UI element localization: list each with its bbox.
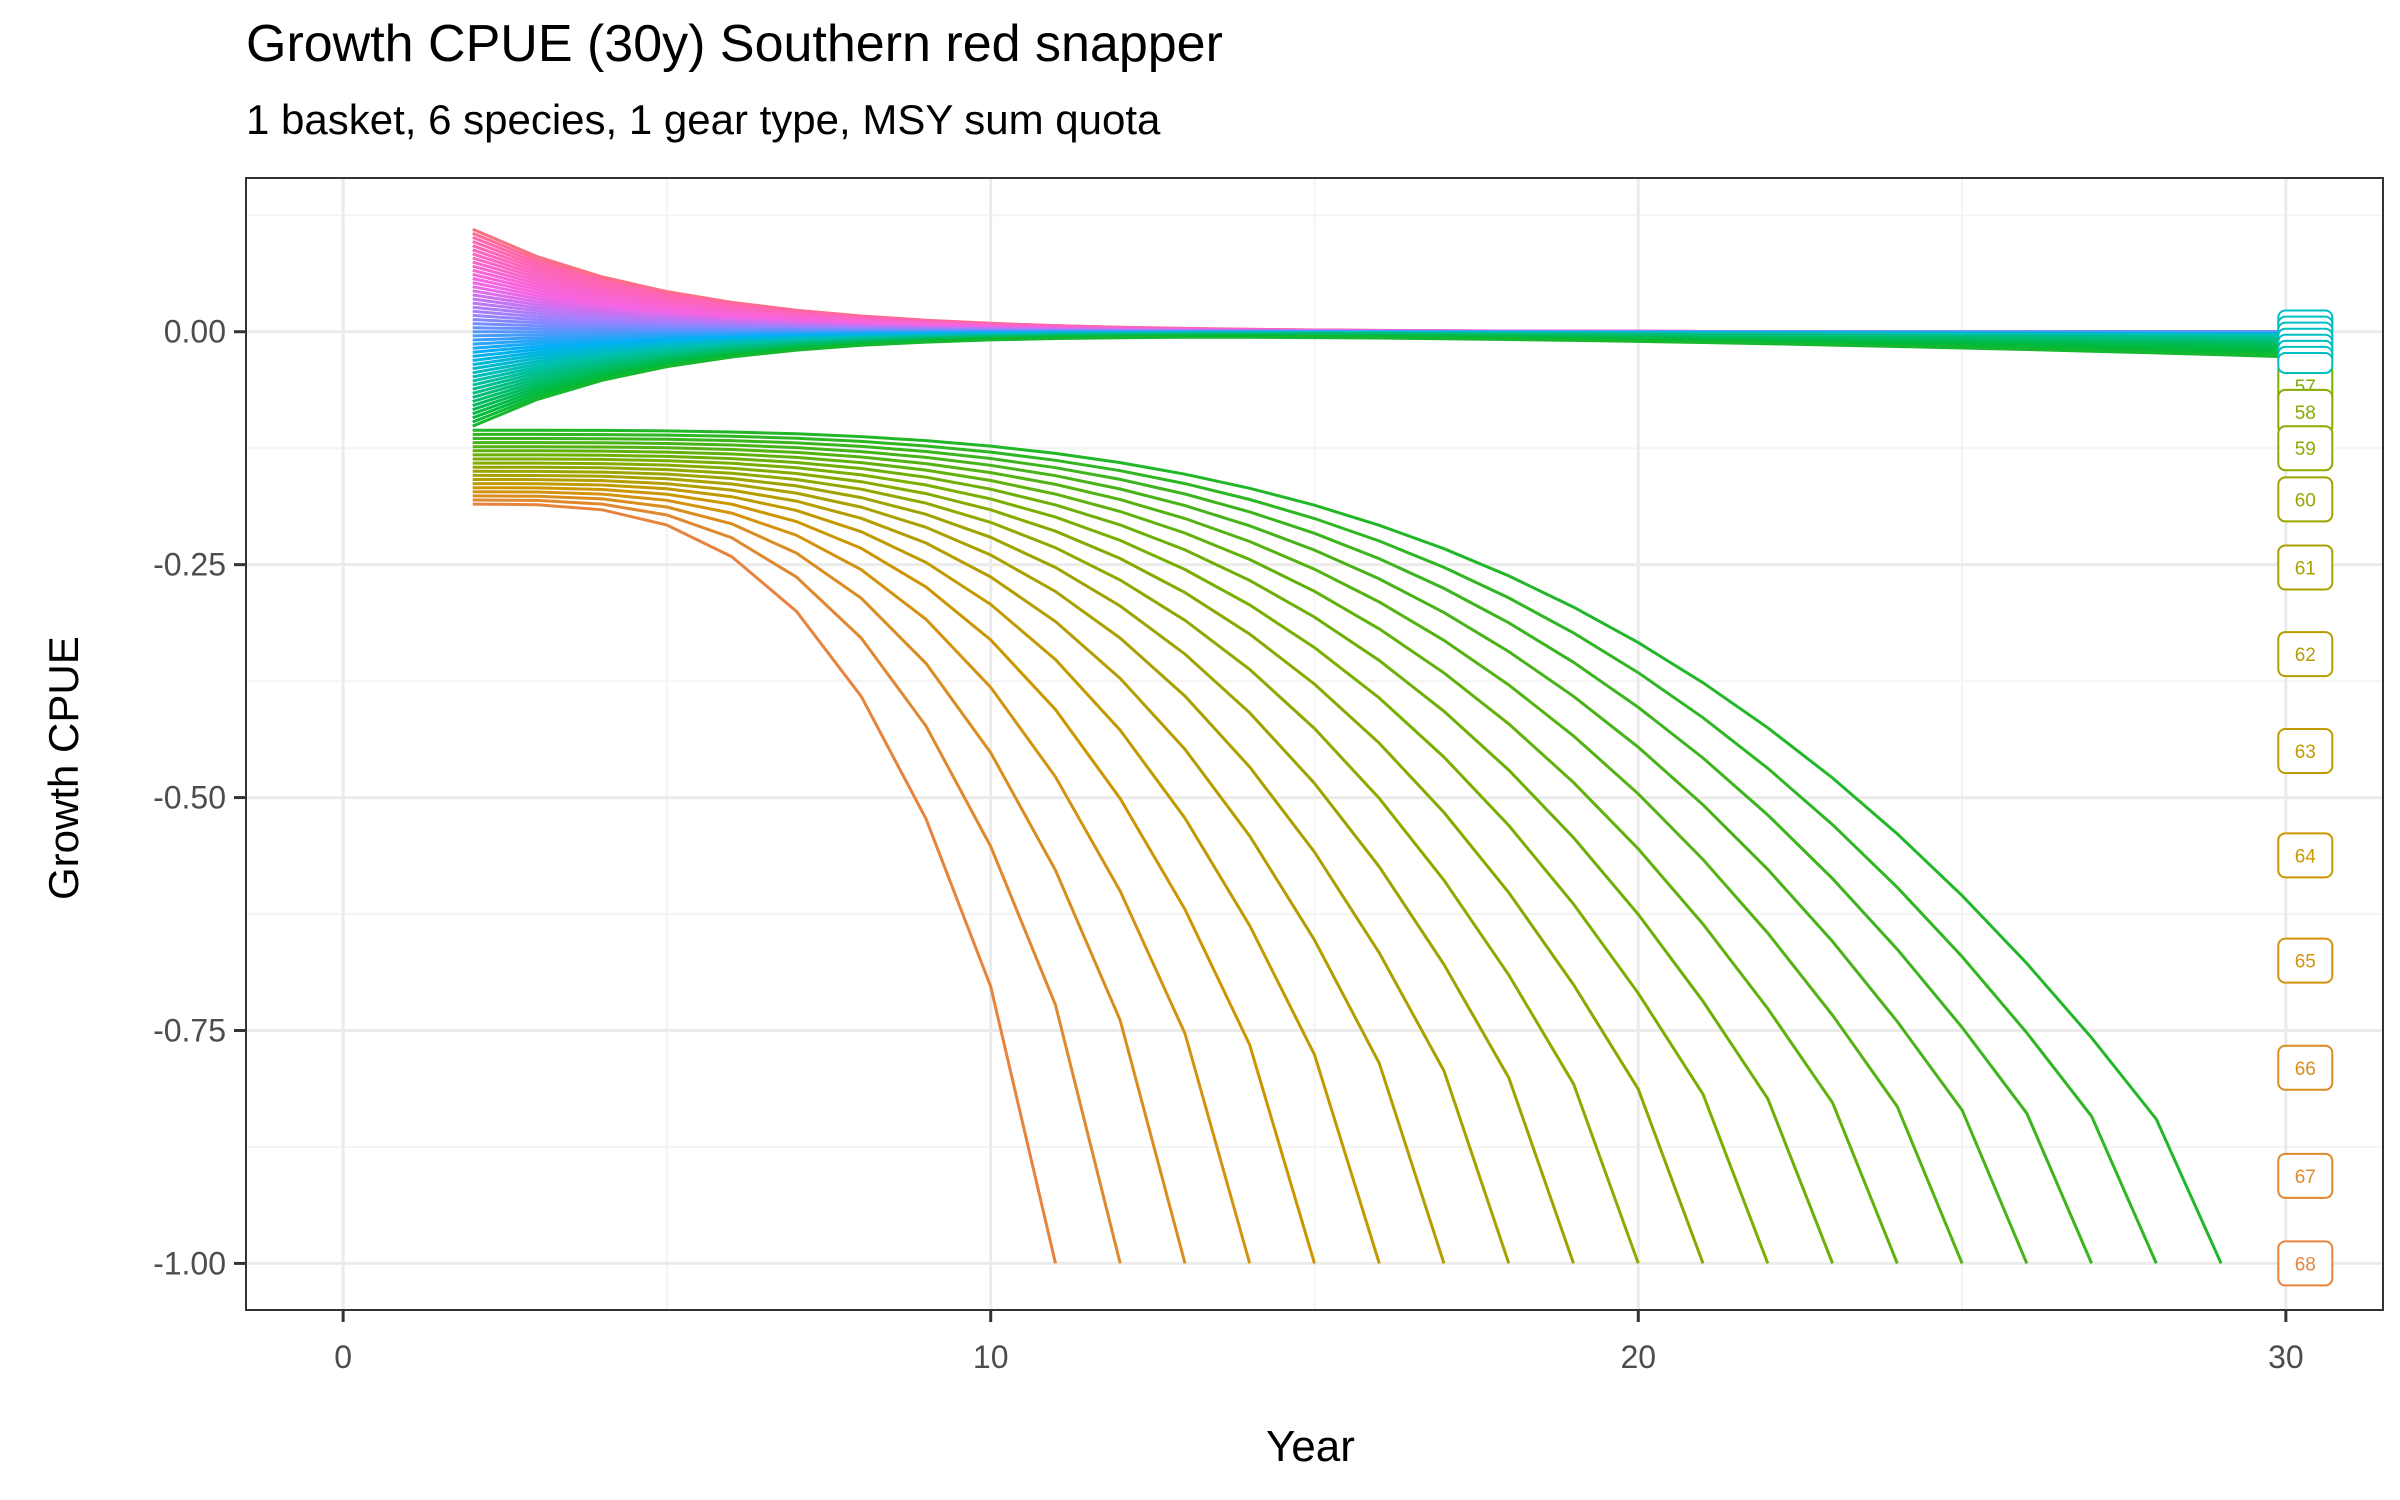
series-line-59 (472, 465, 1640, 1264)
series-line-62 (472, 478, 1446, 1264)
end-label-text: 64 (2295, 846, 2317, 867)
end-label-text: 58 (2295, 403, 2316, 424)
series-line-51 (472, 432, 2158, 1265)
series-line-68 (472, 502, 1057, 1264)
series-line-67 (472, 498, 1122, 1264)
end-label-text: 63 (2295, 742, 2316, 763)
end-label-box (2277, 1152, 2334, 1199)
chart-title: Growth CPUE (30y) Southern red snapper (246, 15, 1223, 73)
x-tick-label: 0 (334, 1339, 352, 1375)
end-label-box (2277, 1240, 2334, 1287)
end-label-text: 60 (2295, 490, 2316, 511)
series-line-49 (472, 335, 2286, 428)
end-label-box (2277, 727, 2334, 774)
y-tick-label: -1.00 (153, 1245, 226, 1281)
end-label-text: 68 (2295, 1254, 2316, 1275)
plot-border (245, 177, 2384, 1311)
series-line-66 (472, 494, 1187, 1264)
end-label-box (2277, 937, 2334, 984)
end-label-box (2277, 425, 2334, 472)
y-tick-label: -0.50 (153, 780, 226, 816)
series-line-50 (472, 428, 2223, 1265)
series-line-63 (472, 482, 1381, 1264)
series-line-56 (472, 453, 1834, 1264)
end-label-box (2277, 544, 2334, 591)
y-tick-label: 0.00 (164, 314, 226, 350)
x-tick-label: 20 (1620, 1339, 1656, 1375)
chart-subtitle: 1 basket, 6 species, 1 gear type, MSY su… (246, 96, 1161, 143)
x-tick-label: 10 (973, 1339, 1009, 1375)
series-line-64 (472, 486, 1316, 1264)
x-tick-label: 30 (2268, 1339, 2304, 1375)
y-tick-label: -0.25 (153, 547, 226, 583)
end-label-box (2277, 832, 2334, 879)
x-axis-label: Year (1266, 1422, 1355, 1471)
end-label-box (2277, 476, 2334, 523)
end-label-text: 61 (2295, 558, 2316, 579)
end-label-box (2277, 1044, 2334, 1091)
series-line-52 (472, 437, 2093, 1264)
series-line-65 (472, 490, 1252, 1264)
end-label-box (2277, 631, 2334, 678)
end-label-text: 65 (2295, 952, 2316, 973)
series-line-60 (472, 469, 1575, 1264)
end-label-text: 66 (2295, 1059, 2316, 1080)
end-label-box-crowded (2277, 351, 2334, 374)
series-line-55 (472, 449, 1899, 1264)
end-label-text: 62 (2295, 645, 2316, 666)
series-line-54 (472, 445, 1964, 1264)
series-line-58 (472, 461, 1705, 1264)
end-label-text: 59 (2295, 439, 2316, 460)
series-line-53 (472, 441, 2029, 1264)
series-line-61 (472, 473, 1511, 1264)
series-line-57 (472, 457, 1770, 1264)
end-label-text: 67 (2295, 1167, 2316, 1188)
y-tick-label: -0.75 (153, 1012, 226, 1048)
